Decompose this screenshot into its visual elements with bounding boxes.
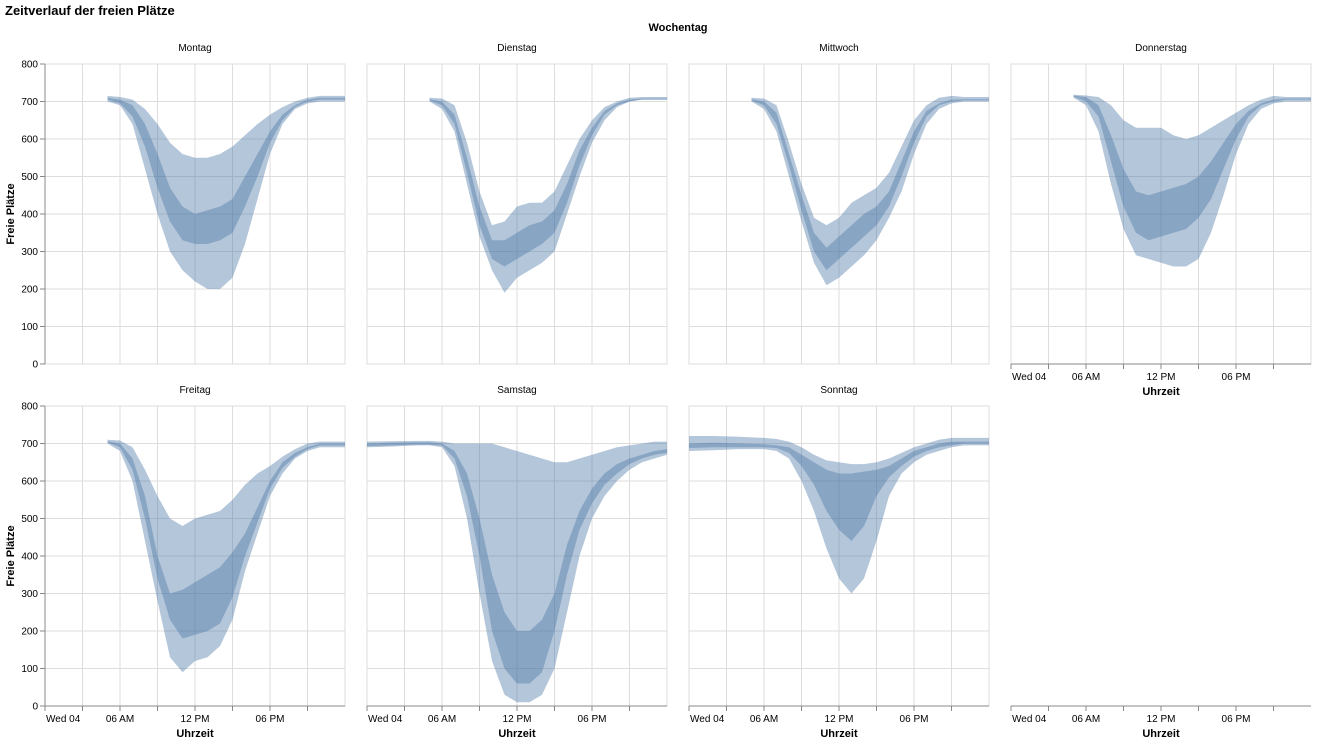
y-tick-label: 400 (21, 210, 38, 221)
x-tick-label: Wed 04 (46, 714, 81, 725)
y-tick-label: 200 (21, 627, 38, 638)
x-axis-title: Uhrzeit (498, 728, 536, 740)
x-tick-label: 12 PM (825, 714, 854, 725)
x-tick-label: 06 PM (1222, 714, 1251, 725)
x-axis-title: Uhrzeit (820, 728, 858, 740)
x-axis-title: Uhrzeit (1142, 386, 1180, 398)
y-axis-title: Freie Plätze (5, 183, 17, 244)
panel-title: Freitag (179, 385, 210, 396)
facet-panel: Montag 0 100 200 300 400 500 600 700 800 Freie Plä… (5, 43, 346, 371)
x-tick-label: Wed 04 (368, 714, 403, 725)
facet-panel: Freitag 0 100 200 300 400 500 600 700 800 Freie Pl… (5, 385, 346, 740)
x-tick-label: 06 AM (1072, 714, 1100, 725)
band-interquartile (1073, 95, 1311, 241)
panel-title: Samstag (497, 385, 536, 396)
band-min-max (689, 436, 989, 594)
band-min-max (367, 440, 667, 703)
panel-title: Dienstag (497, 43, 536, 54)
facet-panel: Dienstag (366, 43, 668, 365)
y-tick-label: 400 (21, 552, 38, 563)
y-tick-label: 200 (21, 285, 38, 296)
panel-title: Mittwoch (819, 43, 858, 54)
band-interquartile (107, 441, 345, 639)
facet-panel: Donnerstag Wed 04 06 AM 12 PM 06 PM Uhrzeit (1010, 43, 1312, 398)
x-tick-label: 06 PM (900, 714, 929, 725)
panel-frame (366, 63, 668, 365)
facet-panel: Mittwoch (688, 43, 990, 365)
y-tick-label: 0 (32, 702, 38, 713)
x-tick-label: 12 PM (1147, 372, 1176, 383)
band-interquartile (689, 441, 989, 541)
facet-header: Wochentag (648, 22, 707, 34)
y-tick-label: 500 (21, 172, 38, 183)
y-tick-label: 800 (21, 60, 38, 71)
x-tick-label: 06 AM (428, 714, 456, 725)
x-tick-label: 06 AM (1072, 372, 1100, 383)
x-axis-title: Uhrzeit (176, 728, 214, 740)
x-tick-label: 06 AM (106, 714, 134, 725)
y-tick-label: 100 (21, 322, 38, 333)
y-tick-label: 700 (21, 439, 38, 450)
y-tick-label: 700 (21, 97, 38, 108)
x-tick-label: Wed 04 (1012, 714, 1047, 725)
x-tick-label: 12 PM (1147, 714, 1176, 725)
panel-title: Montag (178, 43, 211, 54)
panel-frame (688, 63, 990, 365)
band-min-max (751, 95, 989, 286)
band-interquartile (429, 98, 667, 267)
band-min-max (107, 95, 345, 290)
band-min-max (107, 439, 345, 673)
y-tick-label: 800 (21, 402, 38, 413)
x-tick-label: 12 PM (503, 714, 532, 725)
band-interquartile (367, 442, 667, 684)
facet-panel: Sonntag Wed 04 06 AM 12 PM 06 PM Uhrzeit (688, 385, 990, 740)
band-interquartile (751, 99, 989, 271)
band-interquartile (107, 97, 345, 244)
facet-panel: Samstag Wed 04 06 AM 12 PM 06 PM Uhrzeit (366, 385, 668, 740)
panel-title: Sonntag (820, 385, 857, 396)
panel-title: Donnerstag (1135, 43, 1187, 54)
y-axis-title: Freie Plätze (5, 525, 17, 586)
chart-title: Zeitverlauf der freien Plätze (5, 3, 175, 18)
facet-panels: Montag 0 100 200 300 400 500 600 700 800 Freie Plä… (5, 43, 1312, 740)
x-tick-label: 06 PM (256, 714, 285, 725)
x-tick-label: 06 AM (750, 714, 778, 725)
y-tick-label: 0 (32, 360, 38, 371)
y-tick-label: 100 (21, 664, 38, 675)
y-tick-label: 500 (21, 514, 38, 525)
x-tick-label: 06 PM (578, 714, 607, 725)
y-tick-label: 600 (21, 135, 38, 146)
x-axis-title: Uhrzeit (1142, 728, 1180, 740)
band-min-max (429, 97, 667, 293)
x-tick-label: 12 PM (181, 714, 210, 725)
band-min-max (1073, 94, 1311, 267)
x-tick-label: Wed 04 (1012, 372, 1047, 383)
y-tick-label: 600 (21, 477, 38, 488)
y-tick-label: 300 (21, 589, 38, 600)
x-tick-label: 06 PM (1222, 372, 1251, 383)
x-tick-label: Wed 04 (690, 714, 725, 725)
y-tick-label: 300 (21, 247, 38, 258)
facet-panel: Wed 04 06 AM 12 PM 06 PM Uhrzeit (1010, 705, 1311, 740)
